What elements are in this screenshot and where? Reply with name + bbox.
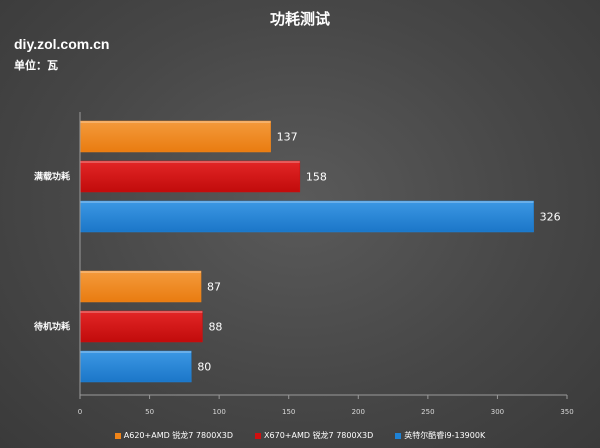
- legend-item: X670+AMD 锐龙7 7800X3D: [255, 430, 373, 441]
- legend-item: A620+AMD 锐龙7 7800X3D: [114, 430, 234, 441]
- bar-full-load-series-1: [79, 120, 271, 153]
- bar-highlight: [80, 351, 192, 353]
- data-label: 137: [277, 131, 298, 144]
- x-tick-label: 250: [421, 408, 434, 416]
- data-label: 80: [197, 361, 211, 374]
- x-tick-label: 0: [78, 408, 82, 416]
- legend-swatch: [395, 432, 402, 439]
- bar-full-load-series-2: [79, 160, 301, 193]
- legend-label: 英特尔酷睿i9-13900K: [404, 431, 486, 440]
- legend-swatch: [114, 432, 121, 439]
- data-label: 87: [207, 281, 221, 294]
- x-axis: 0 50 100 150 200 250 300 350: [78, 112, 574, 416]
- x-tick-label: 300: [491, 408, 504, 416]
- bar-idle-series-1: [79, 270, 202, 303]
- unit-label: 单位：瓦: [14, 59, 58, 72]
- x-tick-label: 50: [145, 408, 154, 416]
- bar-highlight: [80, 161, 300, 163]
- category-label: 满载功耗: [34, 171, 70, 183]
- category-label: 待机功耗: [34, 321, 70, 333]
- x-tick-label: 350: [560, 408, 573, 416]
- legend-item: 英特尔酷睿i9-13900K: [395, 430, 485, 441]
- bar-highlight: [80, 201, 534, 203]
- bar-idle-series-2: [79, 310, 203, 343]
- bar-full-load-series-3: [79, 200, 534, 233]
- bars-layer: [79, 120, 534, 383]
- x-tick-label: 200: [352, 408, 365, 416]
- labels-layer: 137 158 326 满载功耗 87 88 80 待机功耗: [34, 131, 561, 374]
- legend-label: X670+AMD 锐龙7 7800X3D: [264, 431, 374, 440]
- data-label: 326: [540, 211, 561, 224]
- bar-idle-series-3: [79, 350, 192, 383]
- bar-highlight: [80, 121, 271, 123]
- legend: A620+AMD 锐龙7 7800X3D X670+AMD 锐龙7 7800X3D…: [0, 430, 600, 441]
- x-tick-label: 100: [212, 408, 225, 416]
- bar-highlight: [80, 311, 203, 313]
- bar-highlight: [80, 271, 202, 273]
- legend-label: A620+AMD 锐龙7 7800X3D: [123, 431, 234, 440]
- data-label: 158: [306, 171, 327, 184]
- x-tick-label: 150: [282, 408, 295, 416]
- chart-title: 功耗测试: [269, 10, 330, 28]
- data-label: 88: [208, 321, 222, 334]
- watermark: diy.zol.com.cn: [14, 36, 110, 52]
- legend-swatch: [255, 432, 262, 439]
